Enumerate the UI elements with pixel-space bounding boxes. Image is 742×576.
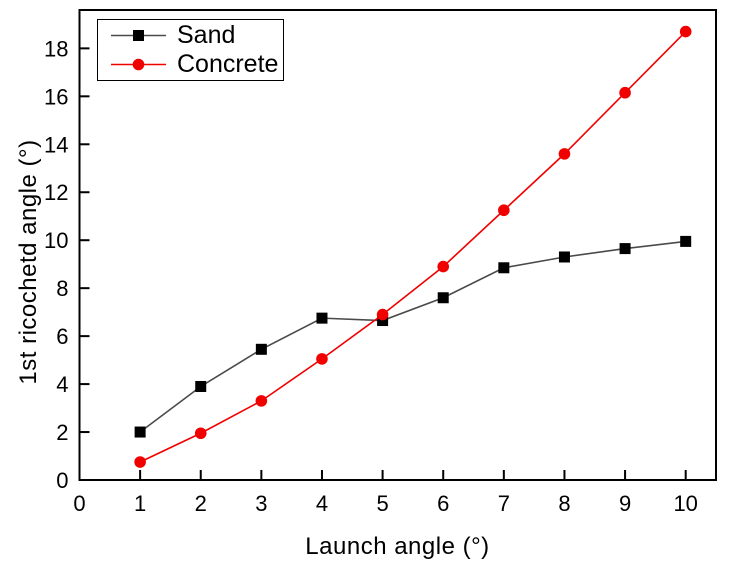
data-point-concrete (255, 395, 268, 407)
x-tick-label: 1 (134, 491, 146, 516)
axis-frame (78, 9, 717, 481)
data-point-sand (255, 343, 267, 355)
y-tick-label: 10 (44, 228, 68, 253)
legend-label-concrete: Concrete (177, 49, 279, 78)
y-tick-label: 12 (44, 180, 68, 205)
data-point-sand (377, 315, 389, 327)
data-point-sand (195, 380, 207, 392)
x-tick-label: 3 (255, 491, 267, 516)
legend-item-concrete: Concrete (98, 51, 283, 77)
y-axis-label: 1st ricochetd angle (°) (15, 139, 42, 385)
data-point-concrete (619, 86, 631, 99)
x-tick-label: 8 (558, 491, 570, 516)
x-tick-label: 2 (195, 491, 207, 516)
data-point-concrete (437, 260, 450, 273)
x-tick-label: 7 (498, 491, 510, 516)
series-line-sand (139, 240, 686, 433)
x-tick-label: 9 (619, 491, 631, 516)
series-line-concrete (139, 31, 687, 463)
data-point-sand (619, 243, 631, 255)
x-tick-label: 6 (437, 491, 449, 516)
y-tick-label: 0 (56, 468, 68, 493)
data-point-sand (498, 262, 510, 274)
y-tick-label: 8 (56, 276, 68, 301)
legend: Sand Concrete (97, 19, 284, 81)
legend-sample-marker (132, 58, 145, 71)
data-point-concrete (376, 308, 389, 321)
data-point-sand (134, 426, 146, 438)
data-point-sand (558, 251, 570, 263)
legend-sample-concrete (111, 58, 166, 71)
legend-sample-marker (133, 30, 144, 42)
x-tick-label: 10 (673, 491, 697, 516)
y-tick-label: 14 (44, 132, 68, 157)
data-point-concrete (134, 456, 146, 468)
data-point-sand (437, 292, 449, 304)
data-point-concrete (316, 353, 328, 365)
data-point-concrete (558, 148, 571, 160)
y-tick-label: 18 (44, 36, 68, 61)
y-tick-label: 4 (56, 372, 68, 397)
y-tick-label: 2 (56, 420, 68, 445)
y-tick-label: 6 (56, 324, 68, 349)
data-point-concrete (194, 427, 207, 440)
x-tick-label: 5 (376, 491, 388, 516)
y-tick-label: 16 (44, 84, 68, 109)
data-point-sand (680, 235, 692, 247)
legend-item-sand: Sand (98, 23, 283, 49)
data-point-sand (316, 312, 328, 324)
x-axis-label: Launch angle (°) (305, 533, 490, 560)
data-point-concrete (498, 204, 510, 217)
x-tick-label: 4 (316, 491, 328, 516)
legend-sample-sand (111, 30, 166, 42)
data-point-concrete (679, 25, 692, 38)
legend-label-sand: Sand (177, 21, 236, 50)
x-tick-label: 0 (73, 491, 85, 516)
